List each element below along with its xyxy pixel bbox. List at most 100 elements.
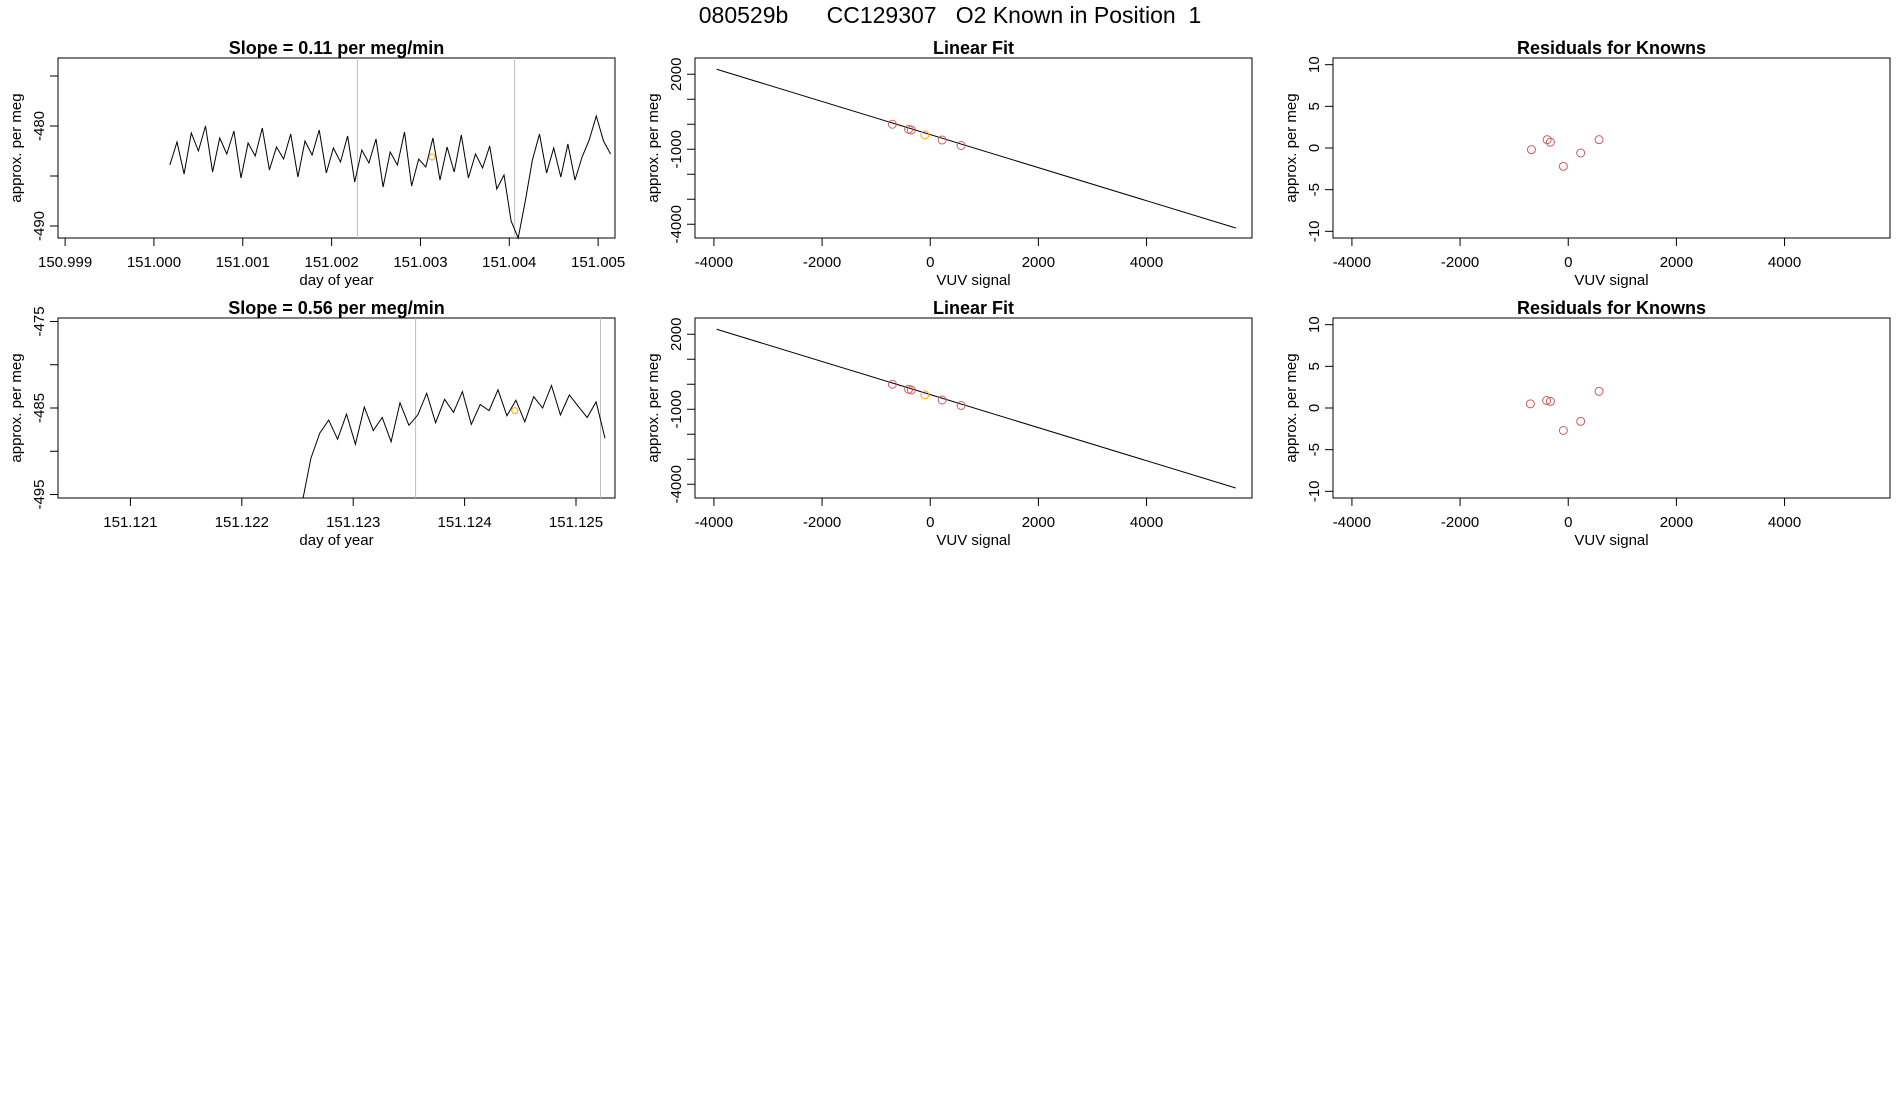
residual-point (1594, 386, 1604, 396)
x-tick-label: 0 (1564, 254, 1572, 271)
x-tick-label: 151.001 (216, 254, 270, 271)
x-tick-label: 151.002 (304, 254, 358, 271)
fit-line (716, 328, 1236, 489)
chart-title: Slope = 0.11 per meg/min (229, 38, 445, 58)
x-tick-label: 2000 (1660, 254, 1693, 271)
residual-point (1558, 426, 1568, 435)
residual-point (1558, 161, 1568, 171)
y-tick-label: 10 (1306, 316, 1323, 333)
chart-title: Residuals for Knowns (1517, 38, 1706, 58)
x-tick-label: 4000 (1768, 514, 1801, 531)
y-tick-label: 0 (1306, 144, 1323, 152)
x-tick-label: -4000 (695, 254, 733, 271)
known-point (937, 135, 947, 145)
plot-frame (694, 57, 1253, 239)
x-tick-label: -2000 (1441, 254, 1479, 271)
x-axis-label: day of year (299, 532, 373, 549)
y-tick-label: -4000 (668, 205, 685, 243)
y-tick-label: -10 (1306, 220, 1323, 242)
y-tick-label: -5 (1306, 183, 1323, 196)
panel-p5: Linear Fit -4000 -2000 0 2000 4000 VUV signal -… (645, 298, 1253, 549)
panel-p6: Residuals for Knowns -4000 -2000 0 2000 4000 V… (1283, 298, 1891, 549)
highlight-marker (428, 153, 436, 161)
x-axis-label: VUV signal (936, 532, 1010, 549)
residual-point (1545, 137, 1555, 147)
y-axis-label: approx. per meg (1283, 353, 1300, 462)
y-tick-label: -495 (31, 480, 48, 510)
x-tick-label: 4000 (1768, 254, 1801, 271)
y-tick-label: 2000 (668, 318, 685, 351)
known-point (887, 379, 897, 389)
plot-frame (57, 317, 616, 499)
panel-p2: Linear Fit -4000 -2000 0 2000 4000 VUV signal -… (645, 38, 1253, 289)
y-tick-label: -480 (31, 111, 48, 141)
residual-point (1525, 399, 1535, 409)
plot-frame (57, 57, 616, 239)
y-tick-label: 5 (1306, 102, 1323, 110)
x-tick-label: 2000 (1660, 514, 1693, 531)
known-point (956, 141, 966, 150)
x-tick-label: 2000 (1022, 254, 1055, 271)
x-tick-label: 151.004 (482, 254, 536, 271)
x-tick-label: 151.123 (326, 514, 380, 531)
y-axis-label: approx. per meg (645, 353, 662, 462)
x-tick-label: 4000 (1130, 514, 1163, 531)
x-tick-label: -4000 (695, 514, 733, 531)
panel-p1: Slope = 0.11 per meg/min 150.999 151.000 15… (8, 38, 625, 289)
plot-frame (1332, 317, 1891, 499)
x-tick-label: 151.005 (571, 254, 625, 271)
x-tick-label: 151.125 (549, 514, 603, 531)
series-line (58, 383, 606, 499)
residual-point (1542, 135, 1552, 145)
known-point (906, 385, 916, 395)
x-tick-label: 151.000 (127, 254, 181, 271)
residual-point (1576, 148, 1586, 158)
chart-title: Residuals for Knowns (1517, 298, 1706, 318)
x-tick-label: 4000 (1130, 254, 1163, 271)
x-tick-label: 0 (1564, 514, 1572, 531)
residual-point (1526, 145, 1536, 155)
x-axis-label: VUV signal (1574, 532, 1648, 549)
highlight-point (920, 130, 930, 140)
y-tick-label: 2000 (668, 58, 685, 91)
fit-line (716, 68, 1236, 229)
x-axis-label: VUV signal (936, 272, 1010, 289)
plot-frame (1332, 57, 1891, 239)
known-point (887, 119, 897, 129)
y-axis-label: approx. per meg (8, 93, 25, 202)
y-tick-label: 0 (1306, 404, 1323, 412)
x-tick-label: 151.122 (215, 514, 269, 531)
panel-p3: Residuals for Knowns -4000 -2000 0 2000 4000 V… (1283, 38, 1891, 289)
series-line (169, 114, 612, 240)
residual-point (1594, 135, 1604, 145)
y-tick-label: -1000 (668, 130, 685, 168)
panel-p4: Slope = 0.56 per meg/min 151.121 151.122 15… (8, 298, 616, 549)
y-tick-label: -5 (1306, 443, 1323, 456)
x-tick-label: 0 (926, 254, 934, 271)
x-tick-label: -2000 (1441, 514, 1479, 531)
plot-frame (694, 317, 1253, 499)
x-tick-label: 151.124 (437, 514, 491, 531)
x-axis-label: VUV signal (1574, 272, 1648, 289)
y-axis-label: approx. per meg (8, 353, 25, 462)
residual-point (1576, 416, 1586, 426)
y-tick-label: -485 (31, 393, 48, 423)
y-tick-label: 10 (1306, 56, 1323, 73)
x-tick-label: 151.003 (393, 254, 447, 271)
x-tick-label: -2000 (803, 514, 841, 531)
chart-title: Slope = 0.56 per meg/min (228, 298, 445, 318)
page-title: 080529b CC129307 O2 Known in Position 1 (698, 2, 1202, 28)
known-point (906, 125, 916, 135)
x-axis-label: day of year (299, 272, 373, 289)
y-axis-label: approx. per meg (645, 93, 662, 202)
y-tick-label: 5 (1306, 362, 1323, 370)
y-tick-label: -475 (31, 306, 48, 336)
y-axis-label: approx. per meg (1283, 93, 1300, 202)
y-tick-label: -1000 (668, 390, 685, 428)
highlight-point (920, 390, 930, 400)
x-tick-label: 2000 (1022, 514, 1055, 531)
known-point (956, 401, 966, 410)
residual-point (1542, 396, 1552, 405)
known-point (937, 395, 947, 405)
